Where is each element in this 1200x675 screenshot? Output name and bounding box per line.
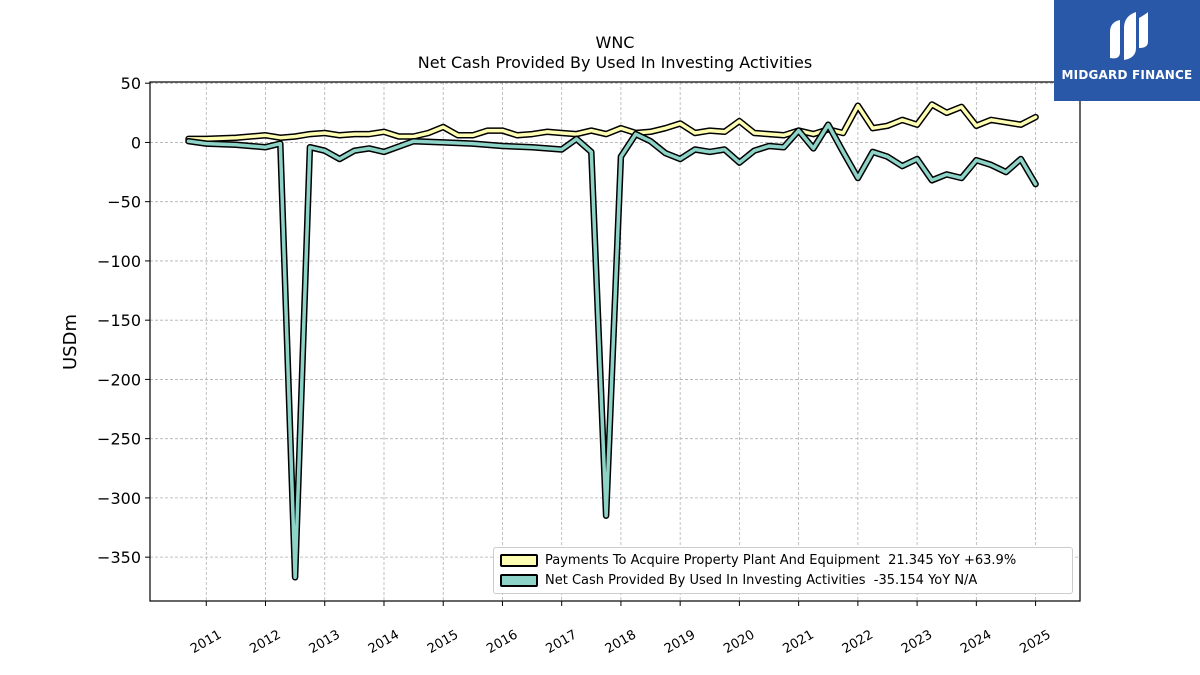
x-tick-label: 2017 bbox=[544, 627, 580, 657]
x-tick-label: 2025 bbox=[1017, 627, 1053, 657]
y-tick-label: −50 bbox=[107, 193, 141, 212]
legend-swatch-investing bbox=[500, 573, 538, 587]
legend-item-investing: Net Cash Provided By Used In Investing A… bbox=[500, 571, 977, 589]
legend-item-ppe: Payments To Acquire Property Plant And E… bbox=[500, 551, 1016, 569]
series-line-0 bbox=[186, 102, 1038, 141]
brand-logo: MIDGARD FINANCE bbox=[1054, 0, 1200, 101]
series-line-1 bbox=[186, 122, 1038, 580]
x-tick-label: 2020 bbox=[721, 627, 757, 657]
y-tick-label: −150 bbox=[97, 311, 141, 330]
x-tick-label: 2023 bbox=[899, 627, 935, 657]
y-tick-label: −300 bbox=[97, 489, 141, 508]
chart-title: WNC bbox=[595, 33, 635, 52]
legend-label-investing: Net Cash Provided By Used In Investing A… bbox=[545, 572, 978, 588]
legend-swatch-ppe bbox=[500, 553, 538, 567]
y-tick-label: −100 bbox=[97, 252, 141, 271]
logo-mark-icon bbox=[1110, 12, 1148, 60]
x-tick-label: 2015 bbox=[425, 627, 461, 657]
y-tick-label: −350 bbox=[97, 548, 141, 567]
x-tick-label: 2016 bbox=[484, 627, 520, 657]
x-tick-label: 2012 bbox=[247, 627, 283, 657]
series-lines bbox=[185, 101, 1039, 581]
x-tick-label: 2021 bbox=[780, 627, 816, 657]
chart-subtitle: Net Cash Provided By Used In Investing A… bbox=[417, 53, 813, 72]
x-tick-label: 2022 bbox=[840, 627, 876, 657]
y-tick-label: 0 bbox=[131, 133, 141, 152]
chart-legend: Payments To Acquire Property Plant And E… bbox=[493, 547, 1073, 594]
y-tick-label: 50 bbox=[121, 74, 141, 93]
x-tick-label: 2013 bbox=[307, 627, 343, 657]
y-tick-label: −250 bbox=[97, 430, 141, 449]
x-tick-label: 2019 bbox=[662, 627, 698, 657]
x-tick-label: 2024 bbox=[958, 627, 994, 657]
x-tick-label: 2014 bbox=[366, 627, 402, 657]
legend-label-ppe: Payments To Acquire Property Plant And E… bbox=[545, 552, 1017, 568]
y-axis-label: USDm bbox=[60, 314, 81, 370]
y-tick-label: −200 bbox=[97, 370, 141, 389]
x-tick-label: 2018 bbox=[603, 627, 639, 657]
logo-text: MIDGARD FINANCE bbox=[1061, 68, 1193, 82]
x-tick-label: 2011 bbox=[188, 627, 224, 657]
plot-frame bbox=[149, 81, 1081, 602]
